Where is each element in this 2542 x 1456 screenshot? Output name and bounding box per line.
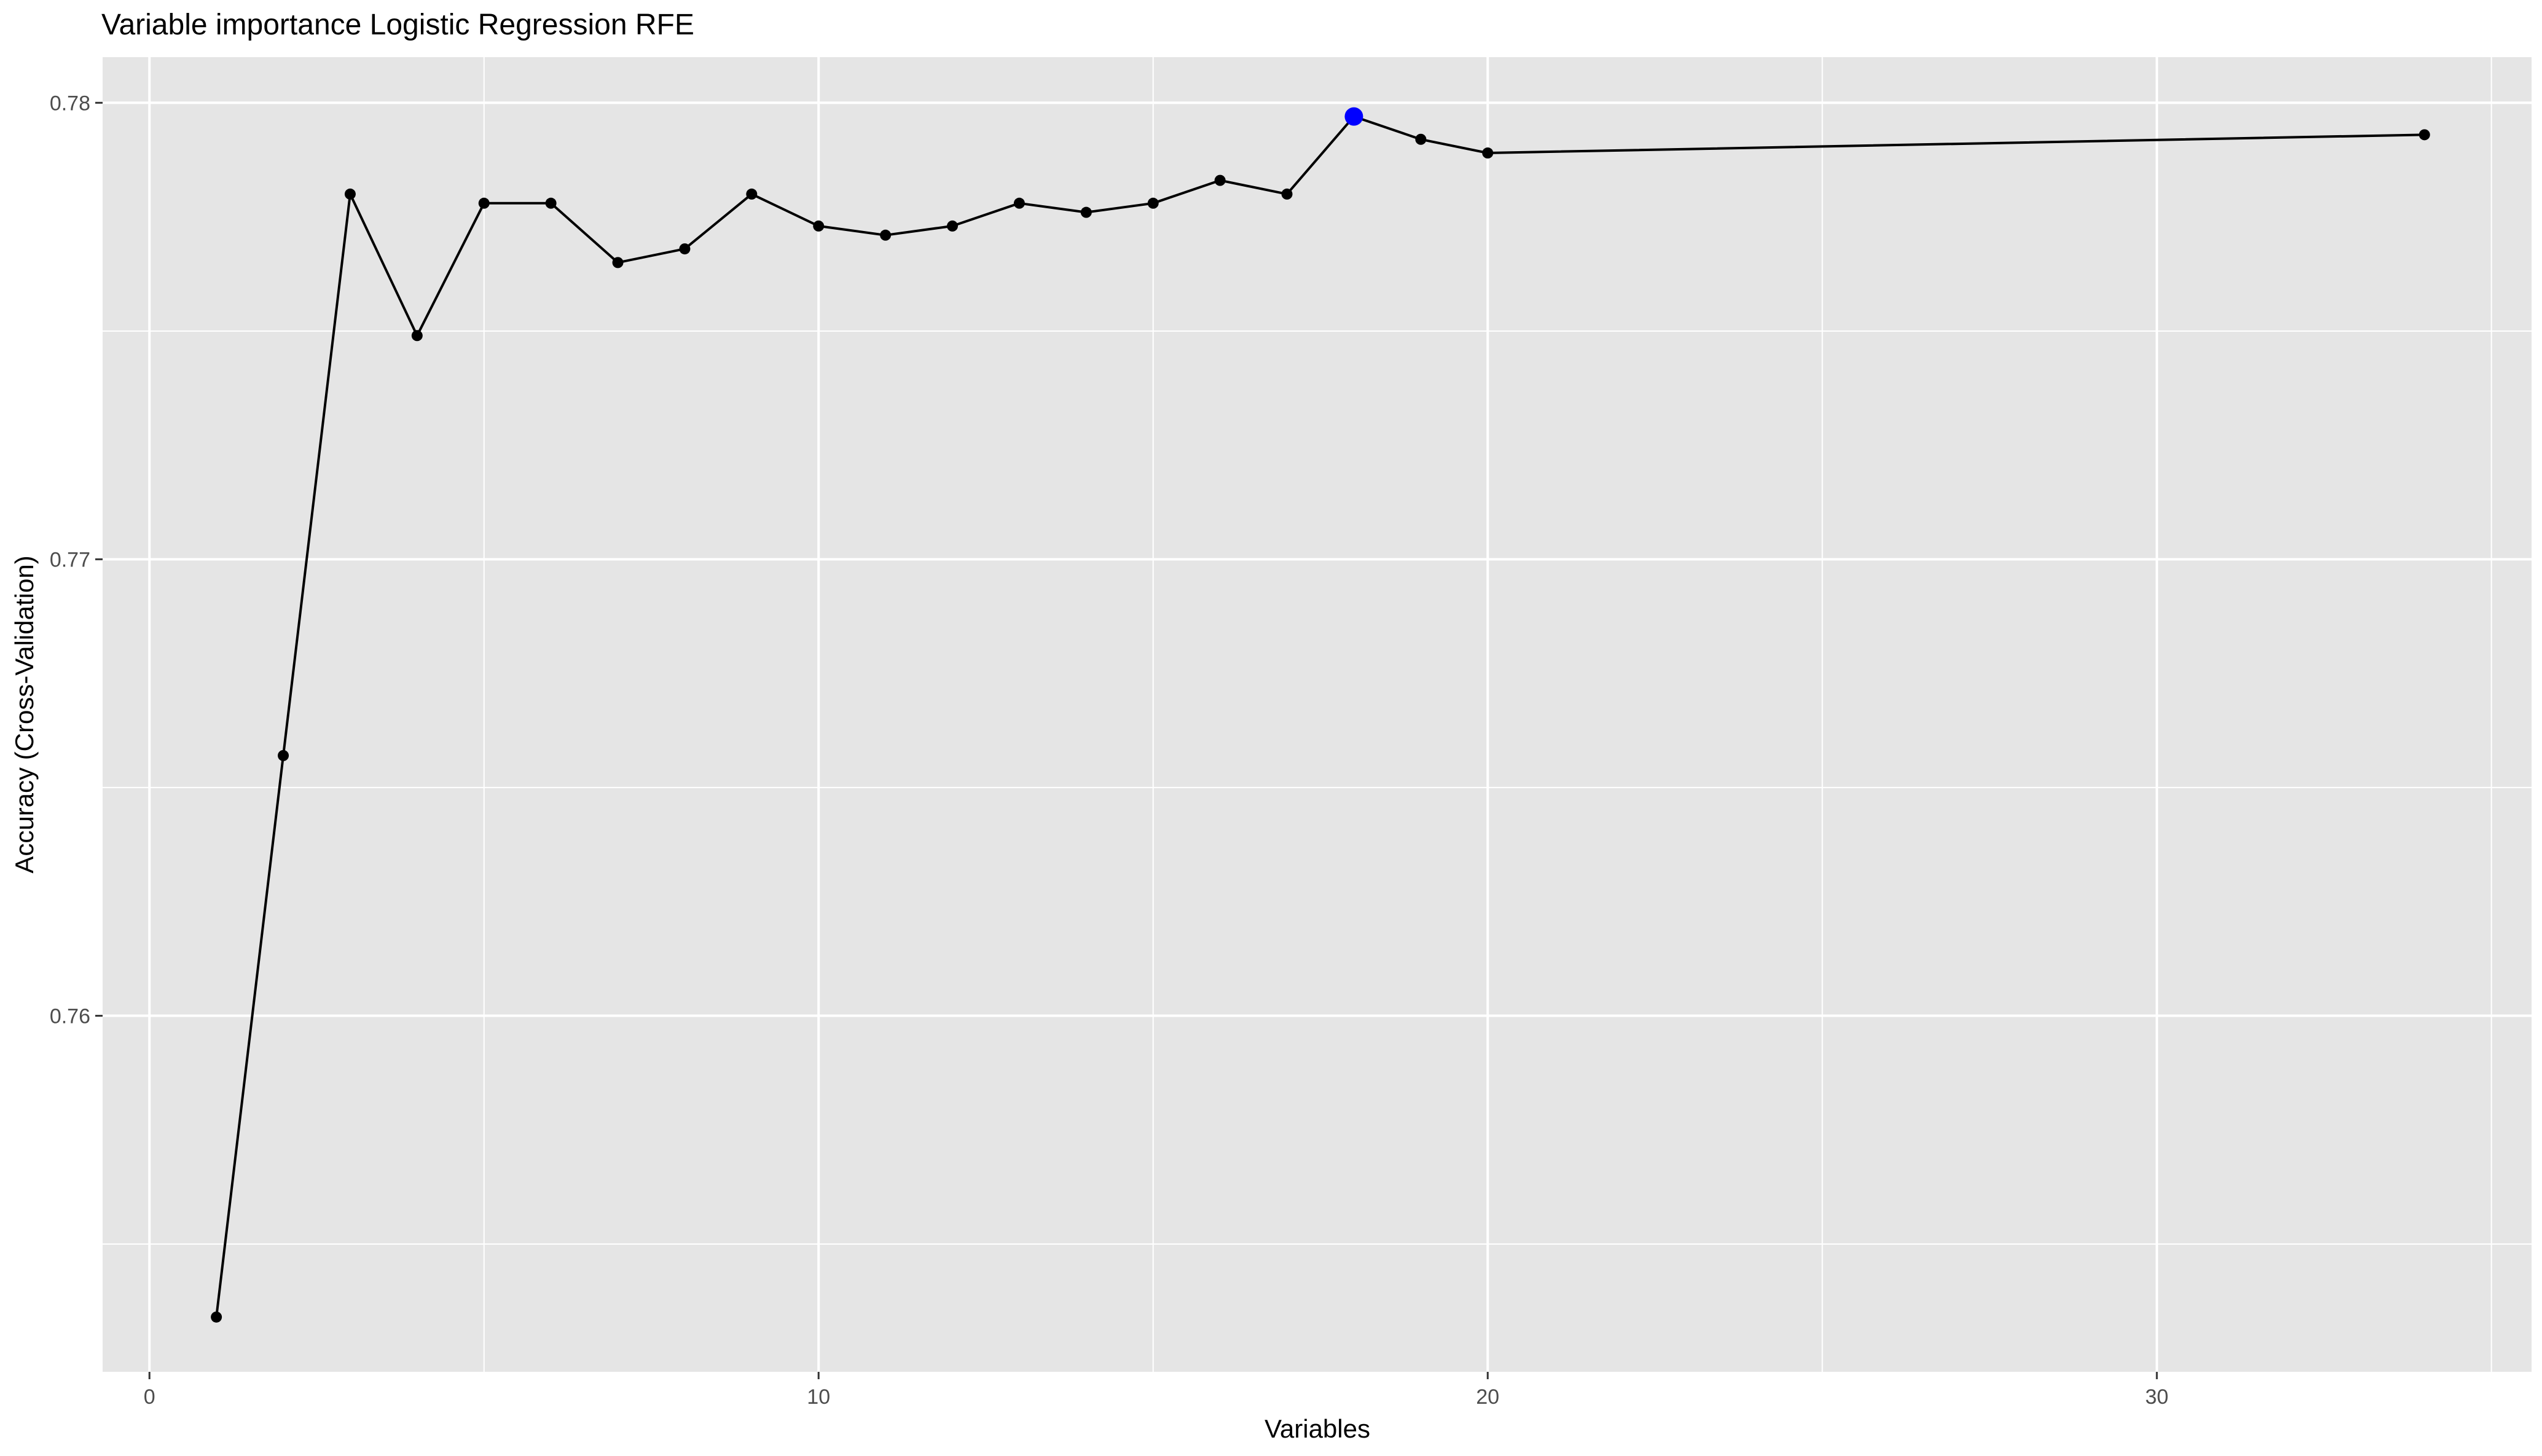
data-point: [2418, 129, 2430, 141]
x-tick-label: 30: [2145, 1385, 2168, 1409]
best-point-highlight: [1344, 107, 1363, 126]
data-point: [478, 197, 490, 209]
x-tick-label: 10: [807, 1385, 830, 1409]
x-tick-label: 0: [144, 1385, 155, 1409]
y-tick-label: 0.76: [50, 1004, 90, 1028]
data-series: [211, 107, 2430, 1323]
y-axis-title: Accuracy (Cross-Validation): [10, 555, 39, 873]
data-point: [278, 750, 289, 761]
data-point: [880, 229, 892, 241]
data-point: [746, 188, 758, 200]
data-point: [947, 220, 959, 232]
x-axis-title: Variables: [1265, 1414, 1370, 1443]
minor-gridlines: [103, 57, 2532, 1372]
x-axis: 0 10 20 30: [144, 1372, 2168, 1409]
y-tick-label: 0.78: [50, 92, 90, 115]
data-point: [1281, 188, 1293, 200]
plot-panel: [103, 57, 2532, 1372]
data-point: [211, 1311, 222, 1323]
data-point: [1415, 133, 1427, 145]
y-tick-label: 0.77: [50, 548, 90, 571]
data-point: [679, 243, 691, 255]
y-axis: 0.76 0.77 0.78: [50, 92, 103, 1028]
data-point: [411, 330, 423, 342]
data-point: [813, 220, 825, 232]
data-point: [1214, 174, 1226, 186]
data-point: [612, 257, 624, 268]
chart-title: Variable importance Logistic Regression …: [101, 9, 694, 41]
data-point: [1013, 197, 1025, 209]
data-point: [1080, 206, 1092, 218]
data-point: [545, 197, 557, 209]
major-gridlines: [103, 57, 2532, 1372]
data-point: [1147, 197, 1159, 209]
data-point: [1482, 147, 1494, 159]
x-tick-label: 20: [1476, 1385, 1499, 1409]
data-point: [344, 188, 356, 200]
